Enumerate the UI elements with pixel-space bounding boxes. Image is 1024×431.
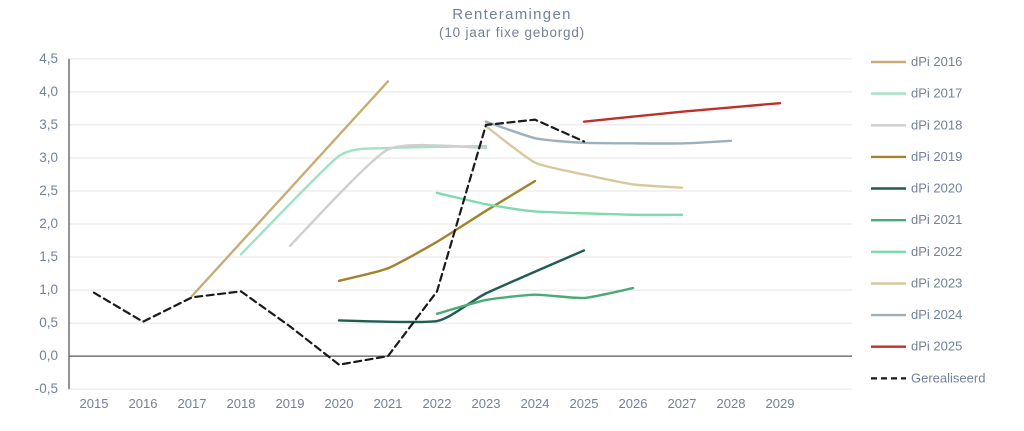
svg-text:2,5: 2,5 — [39, 183, 58, 198]
svg-text:4,0: 4,0 — [39, 84, 58, 99]
svg-text:1,0: 1,0 — [39, 282, 58, 297]
svg-text:2,0: 2,0 — [39, 216, 58, 231]
svg-text:dPi 2023: dPi 2023 — [911, 276, 962, 291]
svg-text:dPi 2025: dPi 2025 — [911, 339, 962, 354]
svg-text:Gerealiseerd: Gerealiseerd — [911, 370, 985, 385]
svg-text:dPi 2019: dPi 2019 — [911, 149, 962, 164]
svg-text:2016: 2016 — [129, 396, 158, 411]
svg-text:dPi 2021: dPi 2021 — [911, 212, 962, 227]
svg-text:Renteramingen: Renteramingen — [452, 6, 571, 23]
svg-text:dPi 2022: dPi 2022 — [911, 244, 962, 259]
svg-text:2024: 2024 — [521, 396, 550, 411]
svg-text:dPi 2016: dPi 2016 — [911, 54, 962, 69]
svg-text:-0,5: -0,5 — [35, 381, 58, 396]
svg-text:2015: 2015 — [80, 396, 109, 411]
svg-text:2023: 2023 — [472, 396, 501, 411]
svg-text:dPi 2024: dPi 2024 — [911, 307, 962, 322]
svg-text:2019: 2019 — [276, 396, 305, 411]
svg-text:2017: 2017 — [178, 396, 207, 411]
svg-text:2027: 2027 — [668, 396, 697, 411]
svg-text:3,5: 3,5 — [39, 117, 58, 132]
svg-text:2025: 2025 — [570, 396, 599, 411]
svg-text:(10 jaar fixe geborgd): (10 jaar fixe geborgd) — [439, 25, 585, 40]
svg-text:dPi 2018: dPi 2018 — [911, 117, 962, 132]
svg-text:1,5: 1,5 — [39, 249, 58, 264]
svg-text:3,0: 3,0 — [39, 150, 58, 165]
svg-text:dPi 2020: dPi 2020 — [911, 181, 962, 196]
svg-text:2021: 2021 — [374, 396, 403, 411]
svg-text:2018: 2018 — [227, 396, 256, 411]
svg-text:2026: 2026 — [619, 396, 648, 411]
svg-text:0,5: 0,5 — [39, 315, 58, 330]
svg-text:2029: 2029 — [766, 396, 795, 411]
svg-text:2022: 2022 — [423, 396, 452, 411]
svg-text:0,0: 0,0 — [39, 348, 58, 363]
svg-text:2020: 2020 — [325, 396, 354, 411]
svg-text:4,5: 4,5 — [39, 51, 58, 66]
svg-text:2028: 2028 — [717, 396, 746, 411]
svg-text:dPi 2017: dPi 2017 — [911, 86, 962, 101]
